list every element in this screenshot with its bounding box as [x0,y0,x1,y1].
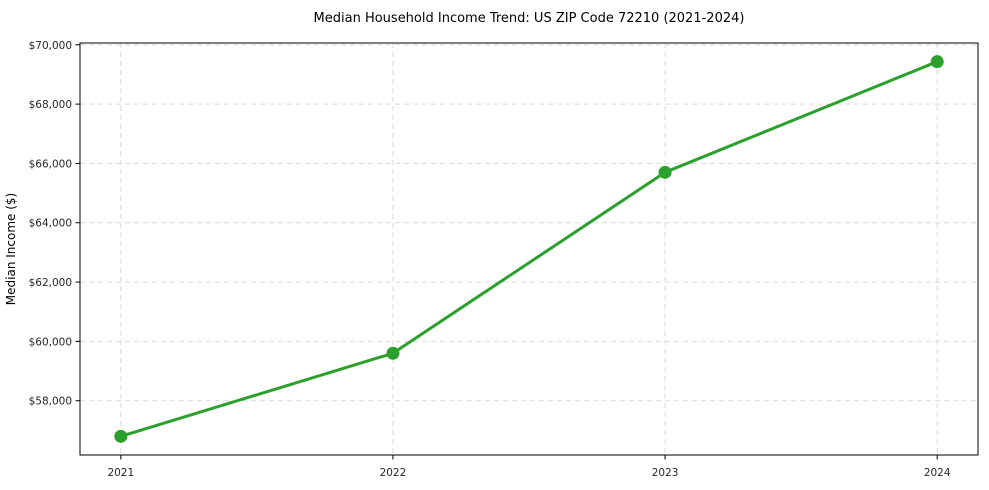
x-tick-label: 2022 [380,467,407,479]
y-tick-label: $64,000 [29,218,72,230]
y-tick-label: $70,000 [29,40,72,52]
y-axis-label: Median Income ($) [4,193,18,305]
data-point-marker [114,429,128,443]
data-point-marker [386,346,400,360]
trend-line [119,60,939,438]
data-point-marker [930,55,944,69]
x-tick-label: 2021 [107,467,134,479]
label-layer: $58,000 $60,000 $62,000 $64,000 $66,000 $68,0… [29,40,951,479]
y-tick-label: $60,000 [29,336,72,348]
y-tick-label: $66,000 [29,158,72,170]
data-layer [114,55,944,443]
x-tick-label: 2024 [924,467,951,479]
x-tick-label: 2023 [652,467,679,479]
chart-title: Median Household Income Trend: US ZIP Co… [314,11,745,26]
y-tick-label: $68,000 [29,99,72,111]
grid-layer [80,43,978,455]
y-tick-label: $58,000 [29,396,72,408]
tick-layer [75,44,938,460]
data-point-marker [658,165,672,179]
plot-border [79,42,979,456]
y-tick-label: $62,000 [29,277,72,289]
